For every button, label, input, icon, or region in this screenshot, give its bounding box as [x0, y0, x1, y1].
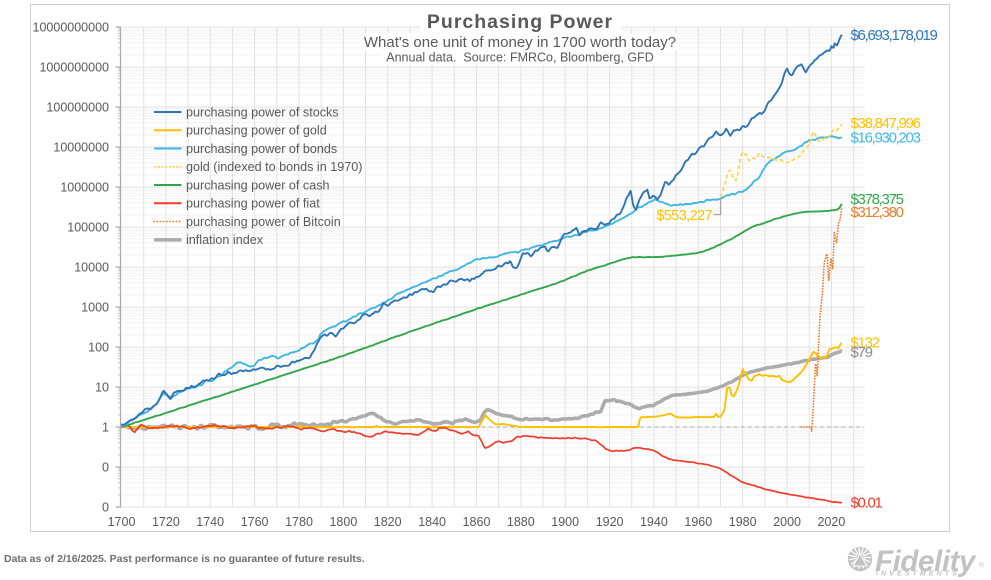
- svg-text:1720: 1720: [152, 515, 180, 529]
- svg-text:1760: 1760: [241, 515, 269, 529]
- svg-text:100: 100: [88, 341, 109, 355]
- svg-text:1840: 1840: [418, 515, 446, 529]
- svg-text:1700: 1700: [108, 515, 136, 529]
- svg-text:gold (indexed to bonds in 1970: gold (indexed to bonds in 1970): [186, 160, 362, 174]
- svg-text:Purchasing Power: Purchasing Power: [427, 11, 613, 33]
- svg-text:INVESTMENTS: INVESTMENTS: [876, 571, 960, 578]
- svg-text:purchasing power of fiat: purchasing power of fiat: [186, 197, 320, 211]
- svg-text:$132: $132: [851, 335, 880, 352]
- svg-text:1940: 1940: [640, 515, 668, 529]
- svg-text:$38,847,996: $38,847,996: [851, 115, 921, 132]
- svg-text:0: 0: [102, 461, 109, 475]
- svg-text:0: 0: [102, 501, 109, 515]
- svg-text:100000: 100000: [67, 221, 109, 235]
- svg-text:1: 1: [102, 421, 109, 435]
- svg-text:Data as of 2/16/2025. Past per: Data as of 2/16/2025. Past performance i…: [4, 553, 365, 565]
- svg-text:$79: $79: [851, 344, 873, 361]
- svg-text:10: 10: [95, 381, 109, 395]
- svg-text:$6,693,178,019: $6,693,178,019: [851, 27, 938, 44]
- svg-text:1000: 1000: [81, 301, 109, 315]
- svg-text:1880: 1880: [507, 515, 535, 529]
- svg-text:1820: 1820: [374, 515, 402, 529]
- svg-text:Annual data. Source: FMRCo, B: Annual data. Source: FMRCo, Bloomberg, G…: [386, 51, 653, 65]
- svg-text:2020: 2020: [817, 515, 845, 529]
- svg-text:2000: 2000: [773, 515, 801, 529]
- svg-text:$312,380: $312,380: [851, 204, 904, 221]
- svg-text:1000000: 1000000: [60, 181, 109, 195]
- svg-text:What's one unit of money in 17: What's one unit of money in 1700 worth t…: [364, 34, 676, 51]
- svg-text:1980: 1980: [729, 515, 757, 529]
- svg-text:10000000000: 10000000000: [33, 21, 110, 35]
- svg-text:1780: 1780: [285, 515, 313, 529]
- svg-text:Fidelity: Fidelity: [875, 545, 977, 578]
- svg-text:$0.01: $0.01: [851, 495, 883, 512]
- svg-text:10000000: 10000000: [53, 141, 109, 155]
- svg-text:1800: 1800: [329, 515, 357, 529]
- svg-text:100000000: 100000000: [46, 101, 109, 115]
- svg-text:1920: 1920: [596, 515, 624, 529]
- svg-text:purchasing power of stocks: purchasing power of stocks: [186, 105, 339, 119]
- svg-text:purchasing power of Bitcoin: purchasing power of Bitcoin: [186, 215, 341, 229]
- svg-text:inflation index: inflation index: [186, 233, 264, 247]
- svg-text:$553,227: $553,227: [656, 208, 712, 224]
- svg-text:$16,930,203: $16,930,203: [851, 130, 921, 147]
- svg-text:1740: 1740: [196, 515, 224, 529]
- svg-text:1000000000: 1000000000: [39, 61, 109, 75]
- svg-text:purchasing power of bonds: purchasing power of bonds: [186, 142, 337, 156]
- svg-text:$378,375: $378,375: [851, 191, 904, 208]
- svg-text:1900: 1900: [551, 515, 579, 529]
- svg-text:10000: 10000: [74, 261, 109, 275]
- svg-text:purchasing power of gold: purchasing power of gold: [186, 124, 327, 138]
- svg-text:1960: 1960: [684, 515, 712, 529]
- svg-text:1860: 1860: [463, 515, 491, 529]
- svg-text:®: ®: [979, 562, 985, 570]
- svg-text:purchasing power of cash: purchasing power of cash: [186, 178, 330, 192]
